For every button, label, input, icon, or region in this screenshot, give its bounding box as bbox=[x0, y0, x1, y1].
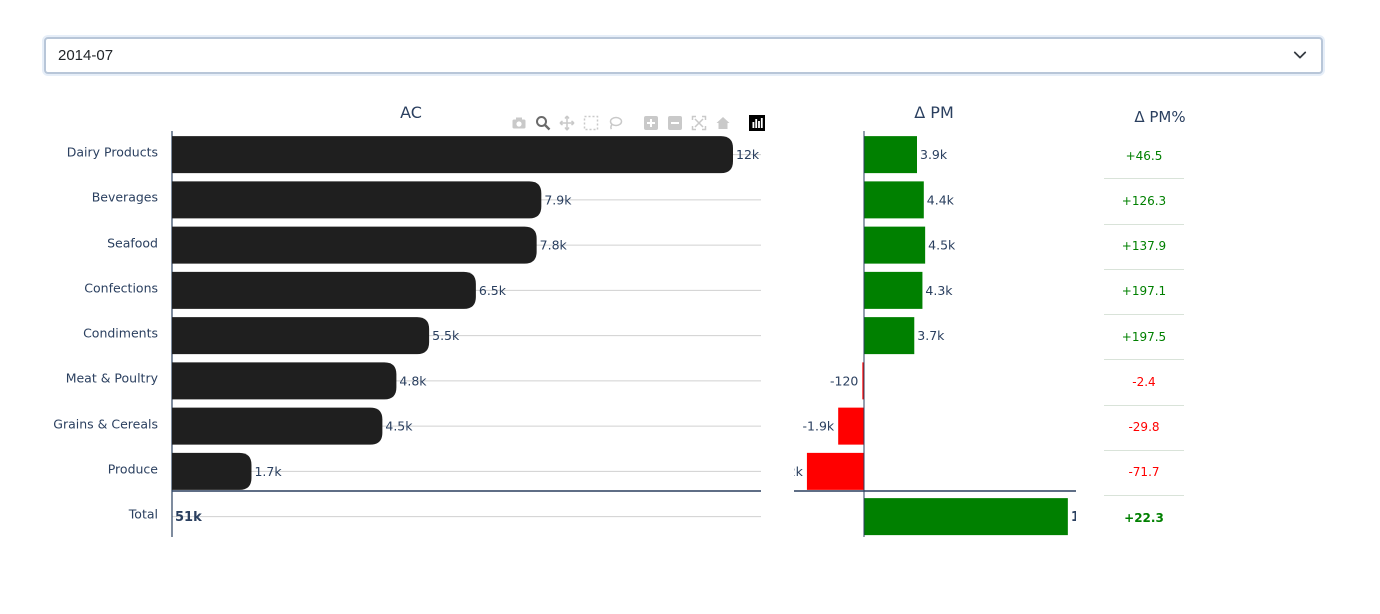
ac-bar-label: 7.8k bbox=[540, 238, 568, 253]
pct-row-separator bbox=[1104, 314, 1184, 315]
ac-bar-label: 4.8k bbox=[399, 373, 427, 388]
ac-bar bbox=[172, 226, 537, 264]
dpm-pct-value: +137.9 bbox=[1121, 239, 1167, 254]
ac-bar-label: 7.9k bbox=[544, 192, 572, 207]
dpm-pct-title: Δ PM% bbox=[1134, 108, 1186, 126]
ac-bar-label: 5.5k bbox=[432, 328, 460, 343]
zoom-out-icon[interactable] bbox=[665, 113, 685, 133]
zoom-in-icon[interactable] bbox=[641, 113, 661, 133]
camera-icon[interactable] bbox=[509, 113, 529, 133]
ac-bar bbox=[172, 181, 542, 219]
plot-modebar bbox=[509, 113, 767, 133]
category-label: Dairy Products bbox=[66, 144, 158, 160]
dpm-pct-value: +22.3 bbox=[1124, 510, 1164, 525]
zoom-icon[interactable] bbox=[533, 113, 553, 133]
ac-bar-label: 6.5k bbox=[479, 283, 507, 298]
dpm-pct-value: -2.4 bbox=[1132, 374, 1156, 389]
dpm-pct-value: +126.3 bbox=[1121, 193, 1167, 208]
category-label: Produce bbox=[107, 461, 158, 477]
ac-bar-label: 1.7k bbox=[254, 464, 282, 479]
category-label: Total bbox=[128, 506, 158, 522]
category-label: Grains & Cereals bbox=[53, 416, 158, 432]
category-label: Condiments bbox=[83, 325, 158, 341]
ac-bar-label: 4.5k bbox=[385, 419, 413, 434]
dpm-pct-value: +197.5 bbox=[1121, 329, 1167, 344]
plotly-logo-icon[interactable] bbox=[747, 113, 767, 133]
lasso-icon[interactable] bbox=[605, 113, 625, 133]
ac-total-label: 51k bbox=[175, 510, 202, 525]
pct-row-separator bbox=[1104, 404, 1184, 406]
ac-bar bbox=[172, 136, 733, 174]
autoscale-icon[interactable] bbox=[689, 113, 709, 133]
dpm-pct-value: +197.1 bbox=[1121, 284, 1167, 299]
ac-bar bbox=[172, 362, 397, 400]
reset-axes-icon[interactable] bbox=[713, 113, 733, 133]
dpm-pct-value: -71.7 bbox=[1128, 465, 1160, 480]
box-select-icon[interactable] bbox=[581, 113, 601, 133]
pct-row-separator bbox=[1104, 359, 1184, 361]
category-label: Confections bbox=[84, 280, 158, 296]
chevron-down-icon bbox=[1293, 51, 1307, 59]
dpm-pct-value: +46.5 bbox=[1125, 148, 1163, 163]
ac-bar bbox=[172, 452, 252, 490]
category-label: Meat & Poultry bbox=[65, 370, 158, 386]
pct-row-separator bbox=[1104, 449, 1184, 451]
ac-bar bbox=[172, 407, 383, 445]
period-select[interactable]: 2014-07 bbox=[44, 37, 1323, 74]
period-select-value: 2014-07 bbox=[58, 47, 114, 64]
category-label: Seafood bbox=[107, 235, 158, 251]
ac-bar bbox=[172, 271, 476, 309]
pan-icon[interactable] bbox=[557, 113, 577, 133]
pct-row-separator bbox=[1104, 178, 1184, 180]
category-label: Beverages bbox=[91, 189, 158, 205]
ac-bar bbox=[172, 317, 430, 355]
dpm-pct-value: -29.8 bbox=[1128, 420, 1160, 435]
pct-row-separator bbox=[1104, 268, 1184, 270]
pct-row-separator bbox=[1104, 223, 1184, 225]
dpm-chart-title: Δ PM bbox=[914, 103, 954, 122]
ac-chart-title: AC bbox=[400, 103, 422, 122]
ac-bar-label: 12k bbox=[736, 147, 760, 162]
pct-row-separator bbox=[1104, 495, 1184, 496]
